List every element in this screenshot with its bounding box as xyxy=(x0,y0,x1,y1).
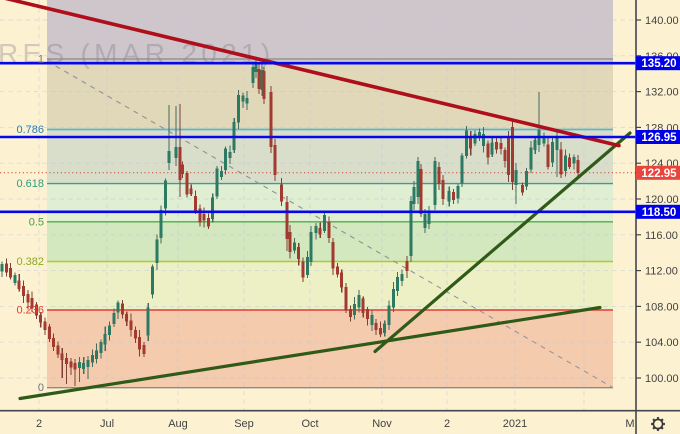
svg-text:132.00: 132.00 xyxy=(645,87,679,99)
svg-text:0.236: 0.236 xyxy=(16,305,44,317)
svg-text:122.95: 122.95 xyxy=(641,168,677,180)
svg-text:0.5: 0.5 xyxy=(29,216,44,228)
svg-text:126.95: 126.95 xyxy=(641,132,677,144)
svg-text:1: 1 xyxy=(38,54,44,66)
svg-text:0.786: 0.786 xyxy=(16,124,44,136)
svg-text:100.00: 100.00 xyxy=(645,373,679,385)
svg-text:0.382: 0.382 xyxy=(16,256,44,268)
svg-text:Jul: Jul xyxy=(100,418,114,430)
svg-text:104.00: 104.00 xyxy=(645,337,679,349)
svg-text:2: 2 xyxy=(36,418,42,430)
svg-text:0: 0 xyxy=(38,382,44,394)
svg-text:116.00: 116.00 xyxy=(645,230,678,242)
svg-text:Nov: Nov xyxy=(372,418,392,430)
svg-text:140.00: 140.00 xyxy=(645,15,679,27)
svg-text:112.00: 112.00 xyxy=(645,266,678,278)
svg-text:2021: 2021 xyxy=(503,418,527,430)
svg-text:Oct: Oct xyxy=(301,418,318,430)
svg-text:135.20: 135.20 xyxy=(641,58,676,70)
svg-text:M: M xyxy=(625,418,634,430)
svg-text:Sep: Sep xyxy=(234,418,254,430)
svg-text:118.50: 118.50 xyxy=(642,207,677,219)
svg-text:0.618: 0.618 xyxy=(16,178,44,190)
svg-text:120.00: 120.00 xyxy=(645,194,679,206)
svg-text:108.00: 108.00 xyxy=(645,301,679,313)
svg-text:2: 2 xyxy=(444,418,450,430)
svg-text:Aug: Aug xyxy=(168,418,188,430)
